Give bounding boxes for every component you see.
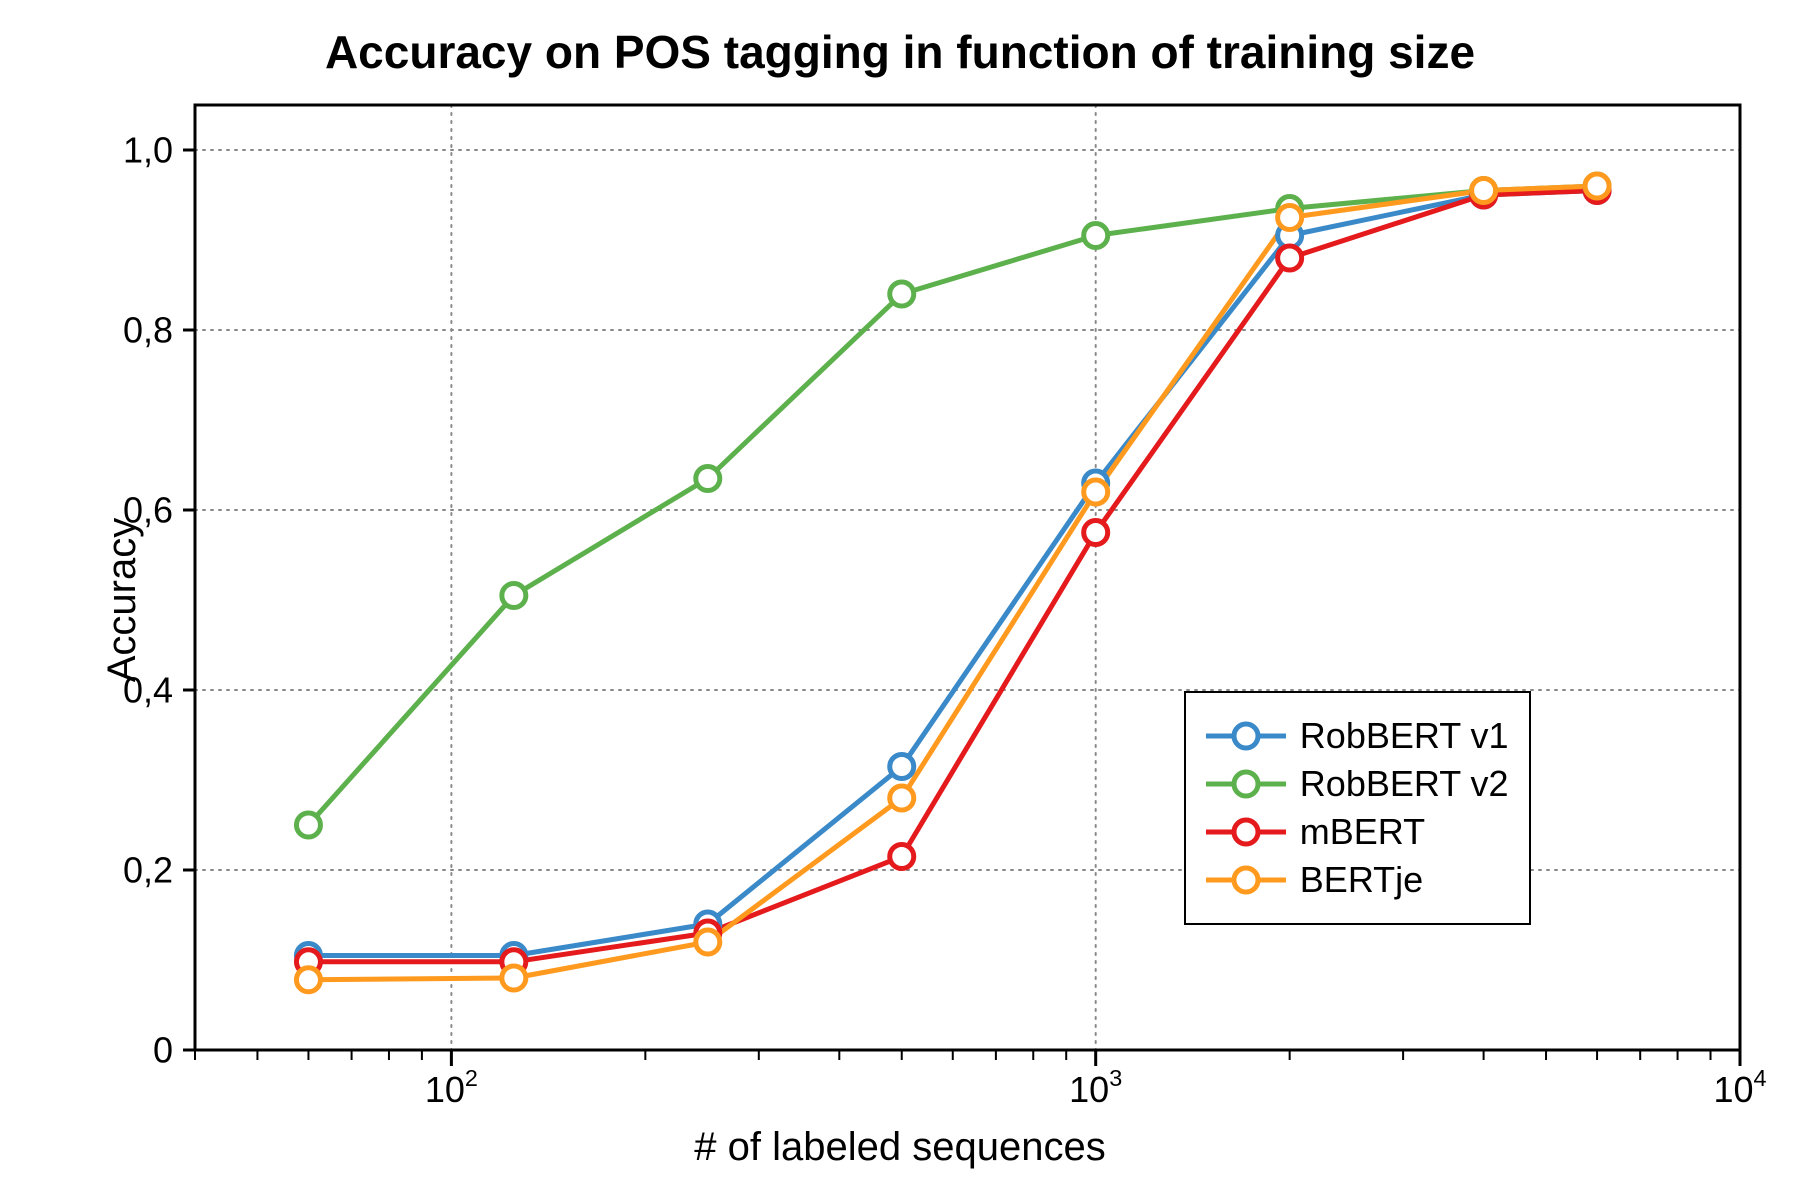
svg-text:0: 0	[153, 1030, 173, 1071]
svg-text:0,8: 0,8	[123, 310, 173, 351]
legend-label: mBERT	[1300, 811, 1425, 853]
legend-item: BERTje	[1206, 859, 1509, 901]
legend-item: mBERT	[1206, 811, 1509, 853]
chart-svg: 00,20,40,60,81,0102103104	[0, 0, 1800, 1200]
y-axis-label-wrap: Accuracy	[40, 578, 205, 623]
chart-title: Accuracy on POS tagging in function of t…	[0, 25, 1800, 79]
svg-text:102: 102	[425, 1065, 478, 1110]
x-axis-label: # of labeled sequences	[694, 1125, 1105, 1170]
svg-text:104: 104	[1713, 1065, 1766, 1110]
svg-text:1,0: 1,0	[123, 130, 173, 171]
legend-label: RobBERT v1	[1300, 715, 1509, 757]
legend-swatch	[1206, 863, 1286, 897]
legend-swatch	[1206, 815, 1286, 849]
legend-label: BERTje	[1300, 859, 1423, 901]
chart-container: Accuracy on POS tagging in function of t…	[0, 0, 1800, 1200]
svg-text:103: 103	[1069, 1065, 1122, 1110]
legend-label: RobBERT v2	[1300, 763, 1509, 805]
legend: RobBERT v1 RobBERT v2 mBERT BERTje	[1184, 691, 1531, 925]
svg-text:0,2: 0,2	[123, 850, 173, 891]
legend-swatch	[1206, 767, 1286, 801]
legend-swatch	[1206, 719, 1286, 753]
legend-item: RobBERT v1	[1206, 715, 1509, 757]
y-axis-label: Accuracy	[100, 518, 145, 683]
legend-item: RobBERT v2	[1206, 763, 1509, 805]
